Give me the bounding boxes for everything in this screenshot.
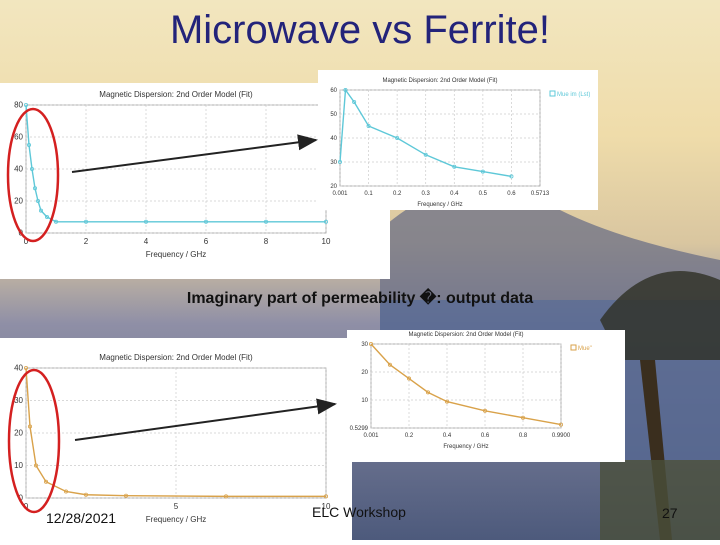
data-point — [203, 219, 208, 224]
legend-swatch — [549, 90, 556, 97]
x-tick-label: 0.001 — [332, 191, 348, 197]
y-tick-label: 50 — [330, 112, 337, 118]
data-point — [84, 492, 89, 497]
data-point — [337, 160, 342, 165]
data-point — [124, 493, 129, 498]
legend-swatch — [570, 344, 577, 351]
data-point — [143, 219, 148, 224]
x-tick-label: 6 — [204, 237, 209, 246]
y-tick-label: 60 — [330, 88, 337, 94]
chart-title: Magnetic Dispersion: 2nd Order Model (Fi… — [99, 90, 253, 99]
data-point — [368, 341, 373, 346]
x-tick-label: 0.5 — [479, 191, 488, 197]
chart-bottom-right: Magnetic Dispersion: 2nd Order Model (Fi… — [350, 332, 592, 450]
chart-panel-bottom-right: Magnetic Dispersion: 2nd Order Model (Fi… — [347, 330, 625, 462]
footer-date: 12/28/2021 — [46, 510, 117, 526]
data-point — [352, 99, 357, 104]
x-tick-label: 0.2 — [393, 191, 402, 197]
y-tick-label: 80 — [14, 101, 23, 110]
x-tick-label: 0.001 — [363, 433, 379, 439]
data-point — [445, 399, 450, 404]
y-tick-label: 40 — [14, 364, 23, 373]
x-tick-label: 0.6 — [507, 191, 516, 197]
data-point — [64, 489, 69, 494]
x-tick-label: 0.9900 — [552, 433, 571, 439]
data-point — [480, 169, 485, 174]
data-point — [366, 124, 371, 129]
x-tick-label: 0.5713 — [531, 191, 550, 197]
data-point — [520, 415, 525, 420]
data-point — [558, 422, 563, 427]
x-tick-label: 4 — [144, 237, 149, 246]
data-point — [323, 494, 328, 499]
chart-title: Magnetic Dispersion: 2nd Order Model (Fi… — [408, 332, 523, 338]
x-tick-label: 0.2 — [405, 433, 414, 439]
data-point — [509, 174, 514, 179]
y-tick-label: 10 — [361, 398, 368, 404]
x-tick-label: 0.1 — [364, 191, 373, 197]
x-axis-label: Frequency / GHz — [146, 250, 206, 259]
x-tick-label: 10 — [322, 237, 331, 246]
data-point — [223, 494, 228, 499]
data-point — [23, 102, 28, 107]
data-point — [263, 219, 268, 224]
y-tick-label: 20 — [330, 184, 337, 190]
y-tick-label: 30 — [330, 160, 337, 166]
x-tick-label: 0.3 — [422, 191, 431, 197]
data-point — [84, 219, 89, 224]
chart-top-right: Magnetic Dispersion: 2nd Order Model (Fi… — [330, 78, 590, 208]
data-point — [395, 136, 400, 141]
chart-title: Magnetic Dispersion: 2nd Order Model (Fi… — [99, 353, 253, 362]
slide-subtitle: Imaginary part of permeability �: output… — [186, 290, 534, 307]
data-point — [482, 408, 487, 413]
series-line — [339, 88, 512, 178]
y-tick-label: 0.5299 — [350, 426, 369, 432]
footer-center: ELC Workshop — [312, 504, 406, 520]
x-tick-label: 8 — [264, 237, 269, 246]
data-point — [343, 87, 348, 92]
y-tick-label: 30 — [361, 342, 368, 348]
data-point — [407, 376, 412, 381]
y-tick-label: 30 — [14, 396, 23, 405]
y-tick-label: 20 — [361, 370, 368, 376]
slide-title: Microwave vs Ferrite! — [169, 8, 551, 52]
x-tick-label: 2 — [84, 237, 89, 246]
y-tick-label: 0 — [19, 229, 24, 238]
data-point — [452, 164, 457, 169]
x-axis-label: Frequency / GHz — [417, 202, 462, 208]
x-axis-label: Frequency / GHz — [443, 444, 488, 450]
x-tick-label: 10 — [322, 502, 331, 511]
page-number: 27 — [662, 505, 678, 521]
plot-area — [370, 343, 562, 429]
y-tick-label: 40 — [330, 136, 337, 142]
x-tick-label: 0.6 — [481, 433, 490, 439]
chart-title: Magnetic Dispersion: 2nd Order Model (Fi… — [382, 78, 497, 84]
x-tick-label: 0.4 — [450, 191, 459, 197]
data-point — [423, 152, 428, 157]
x-tick-label: 0.4 — [443, 433, 452, 439]
data-point — [387, 362, 392, 367]
x-tick-label: 0 — [24, 237, 29, 246]
series-line — [370, 343, 562, 426]
x-axis-label: Frequency / GHz — [146, 515, 206, 524]
legend-entry: Mue" — [578, 346, 592, 352]
chart-panel-top-right: Magnetic Dispersion: 2nd Order Model (Fi… — [318, 70, 598, 210]
x-tick-label: 0.8 — [519, 433, 528, 439]
y-tick-label: 10 — [14, 461, 23, 470]
y-tick-label: 0 — [19, 494, 24, 503]
data-point — [323, 219, 328, 224]
x-tick-label: 0 — [24, 502, 29, 511]
y-tick-label: 60 — [14, 133, 23, 142]
y-tick-label: 40 — [14, 165, 23, 174]
data-point — [426, 390, 431, 395]
y-tick-label: 20 — [14, 429, 23, 438]
x-tick-label: 5 — [174, 502, 179, 511]
legend-entry: Mue im (Lst) — [557, 92, 590, 98]
y-tick-label: 20 — [14, 197, 23, 206]
